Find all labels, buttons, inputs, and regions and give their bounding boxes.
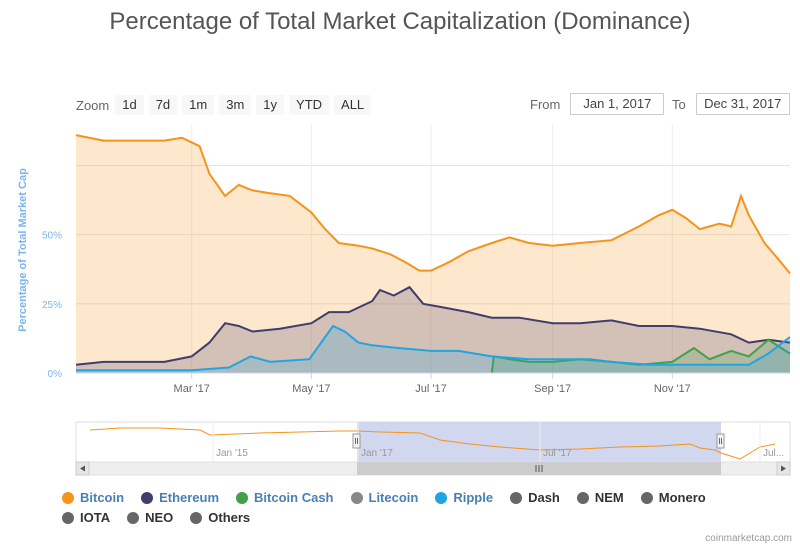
range-to-label: To — [672, 96, 686, 112]
legend-item-dash[interactable]: Dash — [510, 490, 560, 505]
navigator-handle-right[interactable] — [716, 433, 725, 449]
legend-item-others[interactable]: Others — [190, 510, 250, 525]
legend-label: Others — [208, 510, 251, 525]
legend-label: Dash — [528, 490, 560, 505]
legend-item-bitcoin-cash[interactable]: Bitcoin Cash — [236, 490, 334, 505]
y-tick-label: 50% — [42, 231, 62, 242]
series-line-bitcoin[interactable] — [75, 134, 791, 275]
legend-item-ripple[interactable]: Ripple — [435, 490, 493, 505]
zoom-1y-button[interactable]: 1y — [256, 95, 285, 115]
legend: Bitcoin Ethereum Bitcoin Cash Litecoin Rippl… — [62, 490, 782, 530]
series-line-ripple[interactable] — [76, 324, 791, 372]
legend-marker-icon — [190, 511, 203, 524]
y-tick-label: 25% — [42, 300, 62, 311]
chart-title: Percentage of Total Market Capitalizatio… — [109, 8, 691, 35]
range-to: To Dec 31, 2017 — [672, 93, 790, 115]
legend-label: Ethereum — [159, 490, 220, 505]
legend-items: Bitcoin Ethereum Bitcoin Cash Litecoin Rippl… — [62, 490, 782, 530]
navigator-selection[interactable] — [357, 422, 721, 462]
x-tick-label: Nov '17 — [654, 383, 691, 395]
legend-marker-icon — [510, 491, 523, 504]
dominance-chart: 0% 25% 50% Mar '17 May '17 Jul '17 Sep '17 Nov … — [17, 124, 791, 476]
legend-marker-icon — [141, 491, 154, 504]
arrow-left-icon — [80, 465, 85, 472]
legend-marker-icon — [62, 511, 74, 524]
series-area-ripple — [76, 326, 790, 373]
zoom-controls: Zoom 1d 7d 1m 3m 1y YTD ALL — [76, 94, 376, 116]
navigator-tick-label: Jan '15 — [216, 448, 248, 459]
x-tick-label: Mar '17 — [174, 383, 210, 395]
zoom-3m-button[interactable]: 3m — [219, 95, 252, 115]
legend-item-iota[interactable]: IOTA — [62, 510, 110, 525]
range-from-input[interactable]: Jan 1, 2017 — [570, 93, 665, 115]
legend-item-bitcoin[interactable]: Bitcoin — [62, 490, 124, 505]
zoom-7d-button[interactable]: 7d — [148, 95, 178, 115]
range-to-input[interactable]: Dec 31, 2017 — [695, 93, 790, 115]
legend-label: Litecoin — [368, 490, 419, 505]
legend-marker-icon — [350, 491, 363, 504]
legend-marker-icon — [640, 491, 653, 504]
zoom-label: Zoom — [76, 97, 110, 113]
legend-item-litecoin[interactable]: Litecoin — [350, 490, 419, 505]
legend-label: Ripple — [453, 490, 494, 505]
navigator-tick-label: Jul '17 — [543, 448, 572, 459]
series-line-ethereum[interactable] — [75, 285, 791, 366]
navigator-series-line — [89, 427, 776, 460]
axis-layer: 0% 25% 50% Mar '17 May '17 Jul '17 Sep '17 Nov … — [42, 231, 790, 395]
legend-marker-icon — [62, 491, 74, 504]
legend-label: NEM — [594, 490, 624, 505]
legend-item-nem[interactable]: NEM — [576, 490, 624, 505]
zoom-ytd-button[interactable]: YTD — [289, 95, 330, 115]
legend-item-neo[interactable]: NEO — [127, 510, 173, 525]
x-tick-label: Sep '17 — [534, 383, 571, 395]
legend-label: Bitcoin Cash — [254, 490, 334, 505]
legend-marker-icon — [236, 491, 249, 504]
y-tick-label: 0% — [48, 369, 63, 380]
legend-label: Monero — [658, 490, 706, 505]
y-axis-label: Percentage of Total Market Cap — [17, 168, 29, 332]
navigator-tick-label: Jul... — [763, 448, 784, 459]
x-tick-label: Jul '17 — [415, 383, 446, 395]
legend-marker-icon — [127, 511, 140, 524]
zoom-all-button[interactable]: ALL — [334, 95, 372, 115]
zoom-1d-button[interactable]: 1d — [115, 95, 144, 115]
navigator[interactable]: Jan '15 Jan '17 Jul '17 Jul... — [75, 421, 791, 463]
legend-label: IOTA — [80, 510, 111, 525]
arrow-right-icon — [781, 465, 786, 472]
legend-label: Bitcoin — [80, 490, 125, 505]
scrollbar-grip-icon — [535, 465, 543, 472]
navigator-handle-left[interactable] — [352, 433, 361, 449]
series-layer — [75, 134, 791, 374]
legend-label: NEO — [145, 510, 174, 525]
legend-marker-icon — [435, 491, 448, 504]
zoom-1m-button[interactable]: 1m — [182, 95, 215, 115]
range-from-label: From — [530, 96, 561, 112]
scrollbar[interactable] — [75, 461, 791, 476]
x-tick-label: May '17 — [292, 383, 330, 395]
legend-marker-icon — [576, 491, 589, 504]
legend-item-monero[interactable]: Monero — [640, 490, 706, 505]
navigator-tick-label: Jan '17 — [361, 448, 393, 459]
range-from: From Jan 1, 2017 — [530, 93, 665, 115]
legend-item-ethereum[interactable]: Ethereum — [141, 490, 219, 505]
series-area-bitcoin — [76, 135, 790, 373]
credit-link[interactable]: coinmarketcap.com — [705, 533, 792, 544]
series-area-ethereum — [76, 287, 790, 373]
